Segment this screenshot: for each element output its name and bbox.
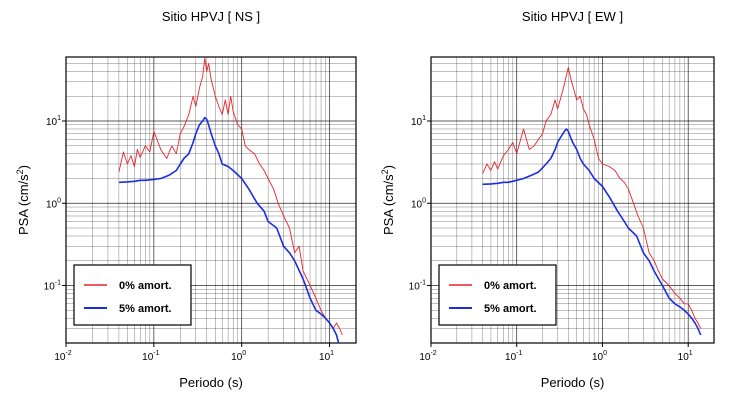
x-tick-label: 10-1 <box>142 350 159 363</box>
y-axis-label: PSA (cm/s2) <box>380 165 396 235</box>
legend: 0% amort. 5% amort. <box>438 264 557 326</box>
series-line-0pct-amort <box>482 66 702 329</box>
x-tick-label: 101 <box>319 350 334 363</box>
y-tick-label: 10-1 <box>44 280 61 293</box>
x-axis-label: Periodo (s) <box>179 375 243 390</box>
legend-box <box>438 264 557 326</box>
y-tick-label: 101 <box>411 115 426 128</box>
y-tick-label: 10-1 <box>409 280 426 293</box>
legend-label-0pct: 0% amort. <box>484 280 537 292</box>
series-line-5pct-amort <box>482 128 702 336</box>
legend-label-5pct: 5% amort. <box>484 303 537 315</box>
plot-frame <box>430 56 715 344</box>
legend: 0% amort. 5% amort. <box>73 264 192 326</box>
chart-panel-ew: Sitio HPVJ [ EW ] 10-2 10-1 100 101 10-1 100 10… <box>380 9 715 390</box>
x-tick-label: 101 <box>678 350 693 363</box>
series-line-5pct-amort <box>118 116 340 343</box>
legend-label-0pct: 0% amort. <box>119 280 172 292</box>
y-tick-label: 100 <box>411 197 426 210</box>
x-tick-label: 100 <box>231 350 246 363</box>
y-tick-label: 100 <box>46 197 61 210</box>
chart-title: Sitio HPVJ [ NS ] <box>162 9 260 24</box>
plot-frame <box>65 56 357 344</box>
series-line-0pct-amort <box>118 57 343 336</box>
y-tick-label: 101 <box>46 115 61 128</box>
x-axis-label: Periodo (s) <box>541 375 605 390</box>
x-tick-label: 10-2 <box>419 350 436 363</box>
chart-title: Sitio HPVJ [ EW ] <box>522 9 623 24</box>
grid-lines <box>430 56 715 344</box>
legend-label-5pct: 5% amort. <box>119 303 172 315</box>
x-tick-label: 100 <box>592 350 607 363</box>
chart-panel-ns: Sitio HPVJ [ NS ] 10-2 10-1 100 101 10-1 100 10… <box>15 9 357 390</box>
legend-box <box>73 264 192 326</box>
x-tick-label: 10-2 <box>54 350 71 363</box>
y-axis-label: PSA (cm/s2) <box>15 165 31 235</box>
x-tick-label: 10-1 <box>505 350 522 363</box>
